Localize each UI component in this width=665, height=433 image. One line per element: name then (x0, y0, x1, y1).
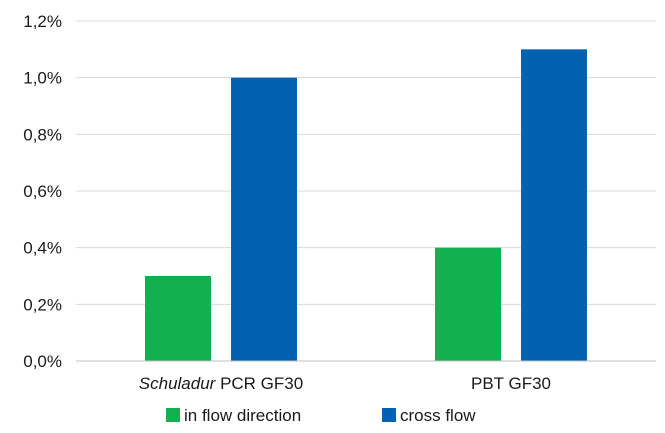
y-tick-label: 0,6% (23, 182, 62, 201)
legend-label: in flow direction (184, 406, 301, 425)
legend-label: cross flow (400, 406, 476, 425)
y-tick-label: 0,4% (23, 239, 62, 258)
bar (435, 247, 501, 361)
y-tick-label: 1,2% (23, 12, 62, 31)
x-category-label-italic: Schuladur (139, 374, 217, 393)
y-tick-label: 1,0% (23, 69, 62, 88)
y-axis-tick-labels: 0,0% 0,2% 0,4% 0,6% 0,8% 1,0% 1,2% (23, 12, 62, 371)
x-category-label: PBT GF30 (471, 374, 551, 393)
y-tick-label: 0,8% (23, 125, 62, 144)
bar (231, 77, 297, 362)
x-category-label-text: PBT GF30 (471, 374, 551, 393)
y-tick-label: 0,2% (23, 295, 62, 314)
x-category-label: Schuladur PCR GF30 (139, 374, 303, 393)
x-category-label-text: PCR GF30 (215, 374, 303, 393)
bars (145, 49, 587, 362)
bar (145, 276, 211, 361)
legend: in flow direction cross flow (166, 406, 476, 425)
legend-swatch (382, 408, 396, 422)
x-axis-category-labels: Schuladur PCR GF30 PBT GF30 (139, 374, 551, 393)
bar (521, 49, 587, 361)
y-tick-label: 0,0% (23, 352, 62, 371)
legend-swatch (166, 408, 180, 422)
